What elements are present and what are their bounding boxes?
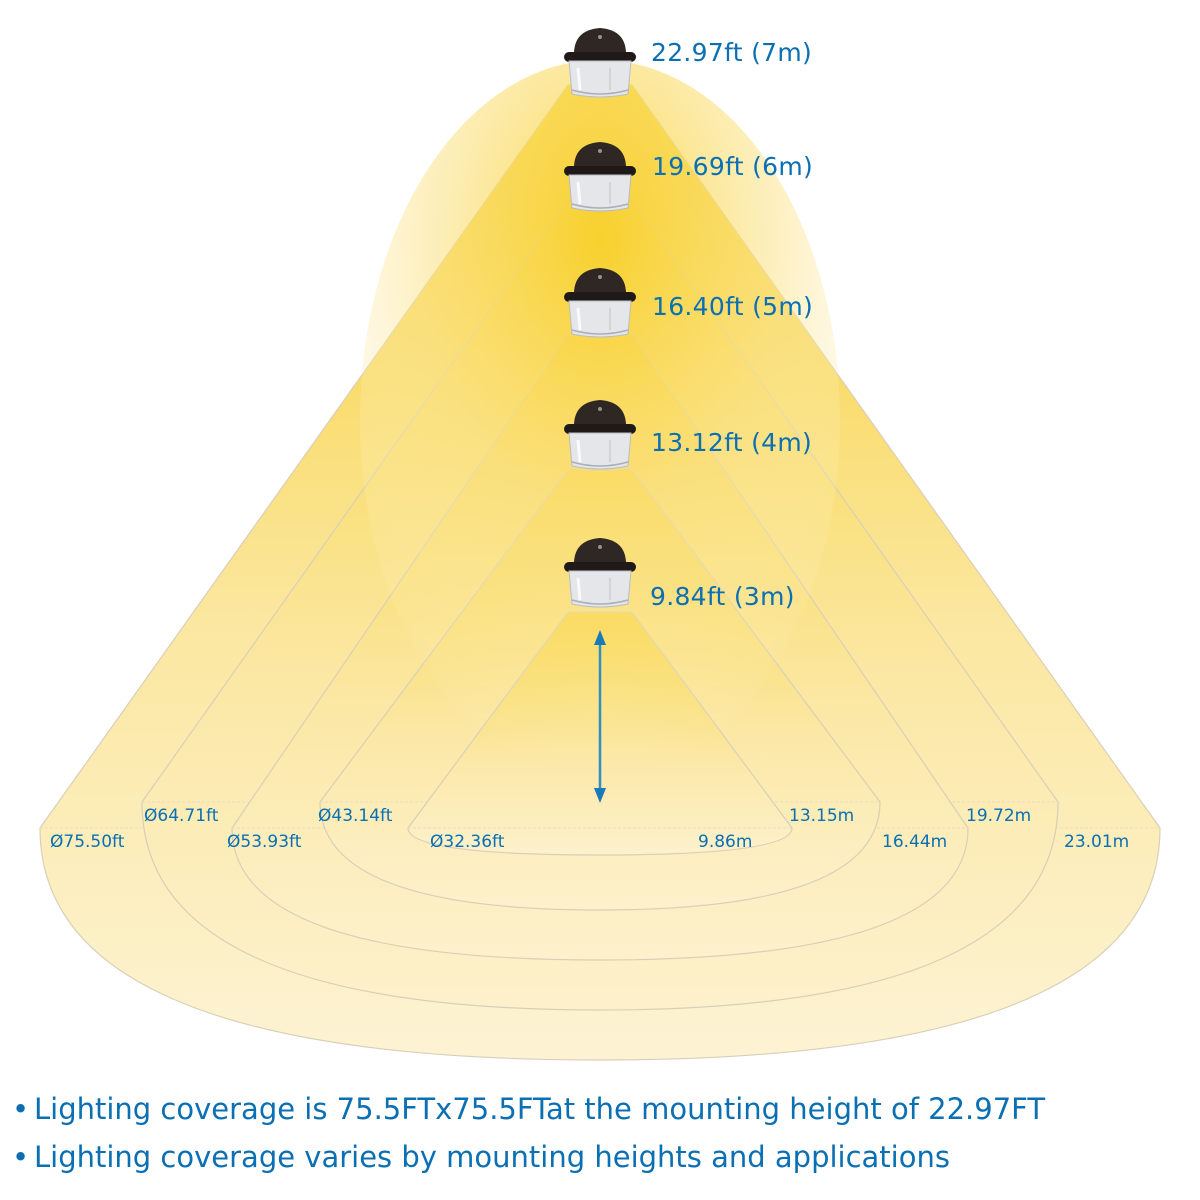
coverage-note-1-text: Lighting coverage is 75.5FTx75.5FTat the… — [34, 1092, 1046, 1126]
canopy-light-icon — [564, 400, 636, 470]
diameter-m-5m: 16.44m — [882, 832, 948, 852]
canopy-light-icon — [564, 538, 636, 608]
bullet-icon: • — [12, 1140, 30, 1174]
canopy-light-icon — [564, 142, 636, 212]
diameter-m-6m: 19.72m — [966, 806, 1032, 826]
diameter-m-4m: 13.15m — [789, 806, 855, 826]
diameter-ft-5m: Ø53.93ft — [227, 832, 302, 852]
diameter-ft-6m: Ø64.71ft — [144, 806, 219, 826]
coverage-note-1: • Lighting coverage is 75.5FTx75.5FTat th… — [12, 1092, 1045, 1126]
height-label-4m: 13.12ft (4m) — [651, 428, 813, 457]
diameter-ft-3m: Ø32.36ft — [430, 832, 505, 852]
height-label-3m: 9.84ft (3m) — [650, 582, 795, 611]
canopy-light-icon — [564, 268, 636, 338]
vertical-double-arrow-icon — [594, 630, 606, 803]
height-label-5m: 16.40ft (5m) — [652, 292, 814, 321]
diameter-ft-4m: Ø43.14ft — [318, 806, 393, 826]
height-label-6m: 19.69ft (6m) — [652, 152, 814, 181]
diameter-m-3m: 9.86m — [698, 832, 753, 852]
diameter-m-7m: 23.01m — [1064, 832, 1130, 852]
canopy-light-icon — [564, 28, 636, 98]
bullet-icon: • — [12, 1092, 30, 1126]
coverage-note-2: • Lighting coverage varies by mounting he… — [12, 1140, 950, 1174]
diameter-ft-7m: Ø75.50ft — [50, 832, 125, 852]
height-label-7m: 22.97ft (7m) — [651, 38, 813, 67]
coverage-note-2-text: Lighting coverage varies by mounting hei… — [34, 1140, 950, 1174]
